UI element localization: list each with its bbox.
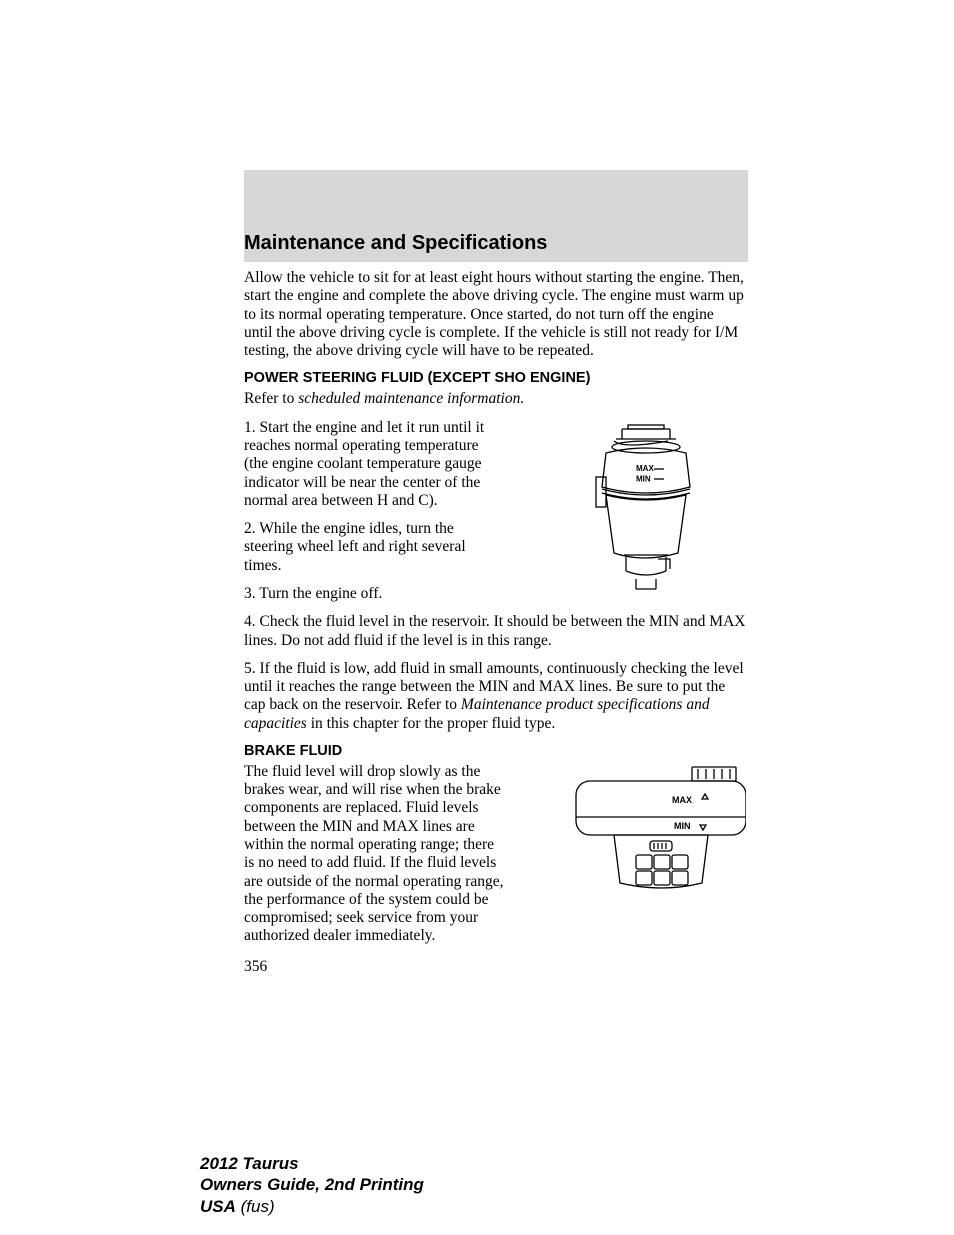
footer-fus: (fus) bbox=[236, 1197, 275, 1216]
section2-heading: BRAKE FLUID bbox=[244, 743, 746, 759]
footer-line3: USA (fus) bbox=[200, 1196, 424, 1217]
section1-heading: POWER STEERING FLUID (EXCEPT SHO ENGINE) bbox=[244, 370, 746, 386]
refer-pre: Refer to bbox=[244, 390, 298, 407]
power-steering-reservoir-illustration: MAX MIN bbox=[536, 419, 746, 599]
section1-step5: 5. If the fluid is low, add fluid in sma… bbox=[244, 660, 746, 733]
fig1-min-label: MIN bbox=[636, 474, 651, 483]
fig2-max-label: MAX bbox=[672, 795, 692, 805]
section2-p1: The fluid level will drop slowly as the … bbox=[244, 763, 504, 946]
section1-wrap: MAX MIN 1. Start the engine and let it r… bbox=[244, 419, 746, 614]
footer-line2: Owners Guide, 2nd Printing bbox=[200, 1174, 424, 1195]
refer-ital: scheduled maintenance information. bbox=[298, 390, 524, 407]
page-title: Maintenance and Specifications bbox=[244, 232, 746, 255]
footer-line1: 2012 Taurus bbox=[200, 1153, 424, 1174]
footer-usa: USA bbox=[200, 1197, 236, 1216]
page-number: 356 bbox=[244, 958, 746, 976]
fig2-min-label: MIN bbox=[674, 821, 691, 831]
section1-step1: 1. Start the engine and let it run until… bbox=[244, 419, 504, 510]
section1-refer: Refer to scheduled maintenance informati… bbox=[244, 390, 746, 408]
fig1-max-label: MAX bbox=[636, 464, 654, 473]
section1-step4: 4. Check the fluid level in the reservoi… bbox=[244, 613, 746, 650]
section2-wrap: MAX MIN The fluid level will drop slowly… bbox=[244, 763, 746, 956]
step5-post: in this chapter for the proper fluid typ… bbox=[307, 715, 555, 732]
page-content: Maintenance and Specifications Allow the… bbox=[244, 232, 746, 976]
intro-paragraph: Allow the vehicle to sit for at least ei… bbox=[244, 269, 746, 360]
footer: 2012 Taurus Owners Guide, 2nd Printing U… bbox=[200, 1153, 424, 1217]
section1-step2: 2. While the engine idles, turn the stee… bbox=[244, 520, 504, 575]
brake-fluid-reservoir-illustration: MAX MIN bbox=[536, 763, 746, 913]
